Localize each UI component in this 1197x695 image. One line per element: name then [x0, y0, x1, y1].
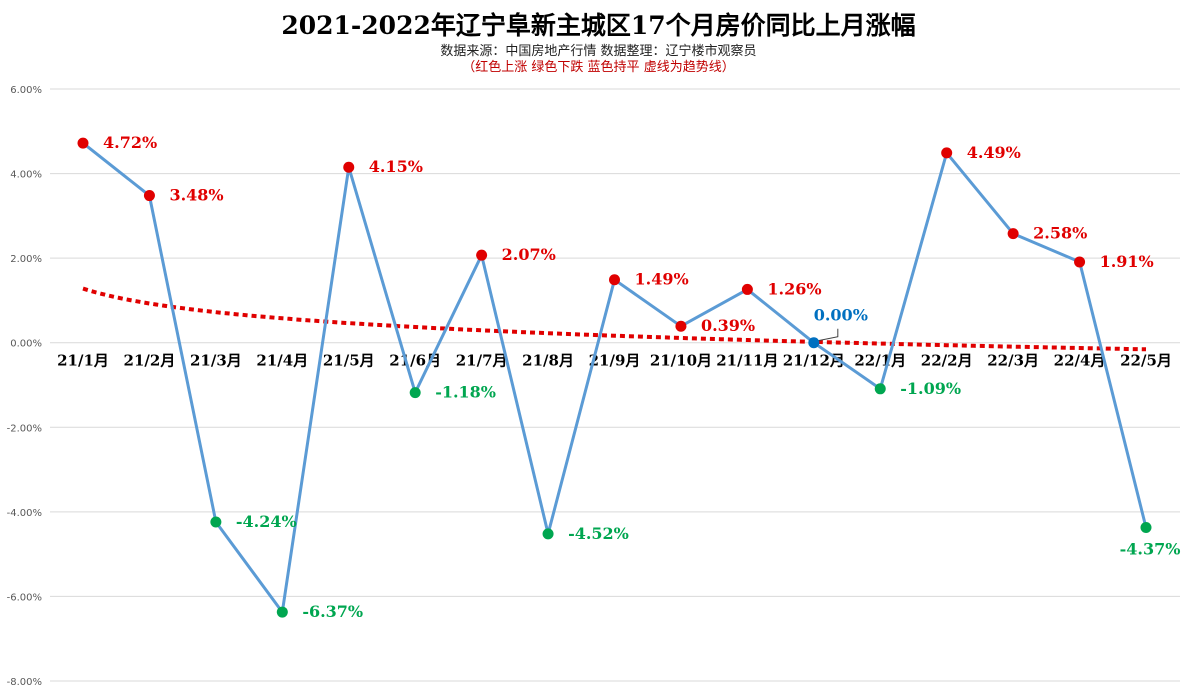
- trendline: [82, 286, 1147, 352]
- x-tick-label: 22/4月: [1054, 352, 1106, 370]
- data-label: -4.52%: [568, 524, 629, 543]
- data-point: [874, 383, 886, 395]
- y-tick-label: 0.00%: [10, 339, 42, 350]
- data-label: -4.24%: [236, 512, 297, 531]
- x-tick-label: 22/5月: [1120, 352, 1172, 370]
- data-point: [476, 249, 488, 261]
- data-point: [1007, 228, 1019, 240]
- data-point: [276, 606, 288, 618]
- y-tick-label: 4.00%: [10, 170, 42, 181]
- y-tick-label: 2.00%: [10, 254, 42, 265]
- data-label: -1.18%: [435, 383, 496, 402]
- data-label: -6.37%: [302, 602, 363, 621]
- data-label: 4.15%: [369, 157, 423, 176]
- x-tick-label: 21/1月: [57, 352, 109, 370]
- data-point: [741, 283, 753, 295]
- data-label: 2.07%: [502, 245, 556, 264]
- data-point: [77, 137, 89, 149]
- data-point: [609, 274, 620, 286]
- y-tick-label: -4.00%: [7, 508, 42, 519]
- data-point: [343, 161, 355, 173]
- chart-title: 2021-2022年辽宁阜新主城区17个月房价同比上月涨幅: [281, 11, 916, 40]
- data-label: -4.37%: [1120, 540, 1181, 559]
- x-tick-label: 21/11月: [716, 352, 778, 370]
- data-point: [675, 320, 687, 332]
- data-point: [941, 147, 953, 159]
- chart-subtitle: 数据来源：中国房地产行情 数据整理：辽宁楼市观察员: [440, 44, 757, 59]
- data-label: 0.39%: [701, 316, 755, 335]
- data-point: [210, 516, 222, 528]
- x-tick-label: 22/2月: [921, 352, 973, 370]
- data-point: [409, 387, 421, 399]
- data-point: [1074, 256, 1086, 268]
- data-label: 4.49%: [967, 143, 1021, 162]
- y-tick-label: -2.00%: [7, 423, 42, 434]
- data-label: 2.58%: [1033, 224, 1087, 243]
- data-label: 3.48%: [169, 186, 223, 205]
- data-label: 1.26%: [767, 279, 821, 298]
- x-tick-label: 22/1月: [854, 352, 906, 370]
- data-label: -1.09%: [900, 379, 961, 398]
- y-tick-label: -6.00%: [7, 592, 42, 603]
- data-point: [542, 528, 554, 540]
- x-tick-label: 21/8月: [522, 352, 574, 370]
- x-tick-label: 21/5月: [323, 352, 375, 370]
- data-label: 4.72%: [103, 133, 157, 152]
- x-tick-label: 21/2月: [124, 352, 176, 370]
- y-tick-label: -8.00%: [7, 677, 42, 688]
- data-point: [1140, 522, 1152, 534]
- data-point: [808, 337, 820, 349]
- x-tick-label: 21/7月: [456, 352, 508, 370]
- data-point: [143, 190, 155, 202]
- data-label-leader: [817, 328, 839, 342]
- color-legend-note: （红色上涨 绿色下跌 蓝色持平 虚线为趋势线）: [462, 60, 735, 75]
- data-label: 1.49%: [635, 270, 689, 289]
- x-tick-label: 21/4月: [256, 352, 308, 370]
- x-tick-label: 21/12月: [783, 352, 845, 370]
- x-tick-label: 21/3月: [190, 352, 242, 370]
- x-tick-label: 21/10月: [650, 352, 712, 370]
- x-tick-label: 21/9月: [589, 352, 641, 370]
- data-label: 0.00%: [814, 306, 868, 325]
- y-tick-label: 6.00%: [10, 85, 42, 96]
- x-tick-label: 22/3月: [987, 352, 1039, 370]
- data-label: 1.91%: [1100, 252, 1154, 271]
